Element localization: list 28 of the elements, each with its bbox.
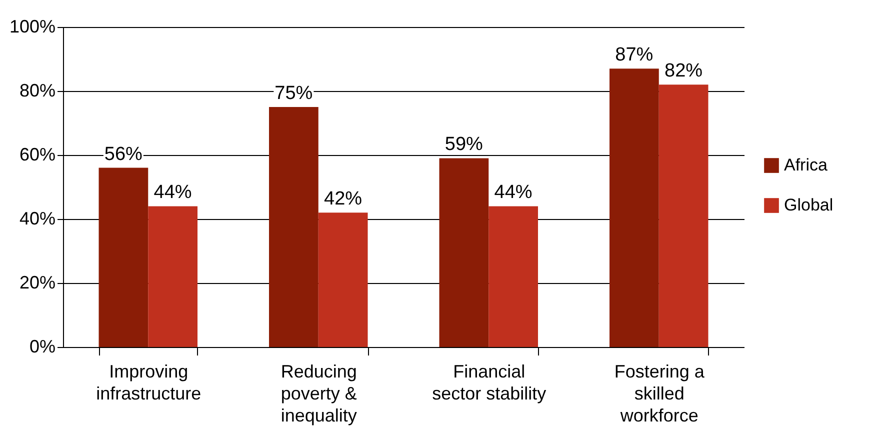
bar — [439, 158, 489, 347]
text: 42% — [324, 188, 362, 210]
legend-label: Africa — [784, 156, 828, 174]
x-tick-label: Fostering a skilled workforce — [614, 362, 706, 426]
x-tick-label: Reducing poverty & inequality — [280, 362, 357, 426]
bar — [98, 168, 148, 347]
y-tick-label: 100% — [9, 16, 56, 36]
y-tick-label: 80% — [19, 80, 56, 100]
text: 44% — [154, 182, 192, 204]
y-tick-label: 60% — [19, 144, 56, 164]
text: 87% — [615, 44, 654, 66]
bar — [318, 212, 368, 347]
bar — [610, 68, 659, 347]
text: 56% — [104, 144, 142, 165]
text: 59% — [444, 134, 483, 156]
text: 75% — [274, 83, 313, 104]
bar — [148, 206, 198, 347]
x-tick-label: Financial sector stability — [432, 362, 546, 404]
text: 44% — [494, 182, 532, 204]
y-tick-label: 0% — [29, 336, 56, 356]
y-tick-label: 40% — [19, 208, 56, 228]
y-tick-label: 20% — [19, 272, 56, 292]
bar — [269, 107, 318, 347]
legend-label: Global — [784, 196, 834, 214]
bar — [658, 84, 708, 347]
x-tick-label: Improving infrastructure — [96, 362, 202, 404]
bar — [488, 206, 538, 347]
text: 82% — [664, 60, 703, 82]
